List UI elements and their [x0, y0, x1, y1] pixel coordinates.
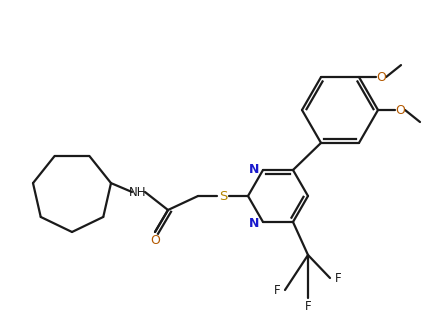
Text: F: F: [305, 299, 311, 312]
Text: NH: NH: [129, 185, 147, 198]
Text: F: F: [335, 272, 342, 286]
Text: N: N: [249, 216, 259, 230]
Text: O: O: [376, 71, 386, 84]
Text: N: N: [249, 163, 259, 175]
Text: S: S: [219, 190, 227, 203]
Text: F: F: [274, 285, 280, 298]
Text: O: O: [150, 233, 160, 247]
Text: O: O: [395, 103, 405, 117]
